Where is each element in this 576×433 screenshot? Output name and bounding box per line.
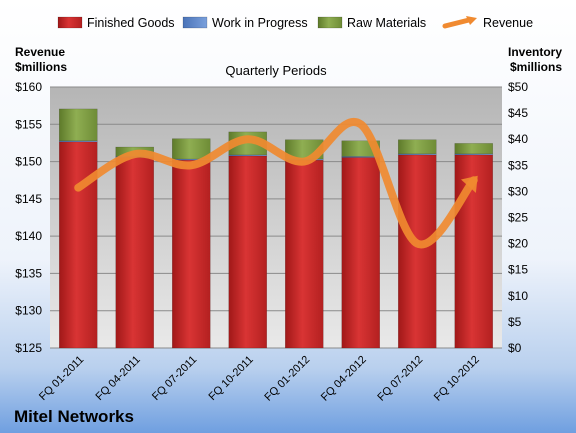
company-name: Mitel Networks (14, 407, 134, 426)
y-right-tick-label: $50 (508, 80, 528, 94)
y-left-label-line2: $millions (15, 60, 67, 74)
bar-raw-materials (398, 139, 437, 155)
y-left-ticks: $125 $130 $135 $140 $145 $150 $155 $160 (15, 80, 42, 355)
y-right-tick-label: $15 (508, 263, 528, 277)
y-right-tick-label: $25 (508, 211, 528, 225)
y-right-tick-label: $40 (508, 132, 528, 146)
y-left-tick-label: $130 (15, 304, 42, 318)
chart-title: Quarterly Periods (225, 63, 327, 78)
y-left-tick-label: $140 (15, 229, 42, 243)
legend-label: Raw Materials (347, 16, 426, 30)
bar-finished-goods (228, 155, 267, 349)
y-right-tick-label: $20 (508, 237, 528, 251)
legend-swatch-revenue (442, 17, 472, 29)
y-right-tick-label: $30 (508, 184, 528, 198)
bar-raw-materials (172, 138, 211, 160)
legend-label: Revenue (483, 16, 533, 30)
legend-swatch-work-in-progress (182, 16, 208, 29)
y-left-tick-label: $155 (15, 117, 42, 131)
y-right-tick-label: $0 (508, 341, 522, 355)
legend-swatch-raw-materials (317, 16, 343, 29)
bar-finished-goods (285, 159, 324, 349)
legend-label: Finished Goods (87, 16, 175, 30)
bar-finished-goods (341, 157, 380, 349)
y-left-tick-label: $160 (15, 80, 42, 94)
y-left-label-line1: Revenue (15, 45, 65, 59)
y-left-tick-label: $150 (15, 155, 42, 169)
bar-finished-goods (115, 157, 154, 349)
legend: Finished Goods Work in Progress Raw Materi… (57, 16, 533, 30)
y-right-tick-label: $10 (508, 289, 528, 303)
bar-raw-materials (454, 143, 493, 155)
y-left-tick-label: $125 (15, 341, 42, 355)
y-right-tick-label: $5 (508, 315, 522, 329)
legend-swatch-finished-goods (57, 16, 83, 29)
revenue-line (74, 117, 478, 249)
revenue-line-layer (74, 117, 478, 249)
y-left-tick-label: $135 (15, 266, 42, 280)
bars (59, 108, 493, 349)
bar-finished-goods (59, 141, 98, 349)
legend-swatch-revenue-arrow (466, 16, 477, 25)
bar-raw-materials (59, 108, 98, 142)
revenue-arrowhead (460, 175, 478, 193)
y-right-label-line2: $millions (510, 60, 562, 74)
bar-finished-goods (398, 154, 437, 349)
y-right-ticks: $0 $5 $10 $15 $20 $25 $30 $35 $40 $45 $50 (508, 80, 528, 355)
y-left-tick-label: $145 (15, 192, 42, 206)
y-right-label-line1: Inventory (508, 45, 562, 59)
y-right-tick-label: $45 (508, 106, 528, 120)
y-right-tick-label: $35 (508, 158, 528, 172)
legend-label: Work in Progress (212, 16, 308, 30)
bar-finished-goods (172, 159, 211, 349)
